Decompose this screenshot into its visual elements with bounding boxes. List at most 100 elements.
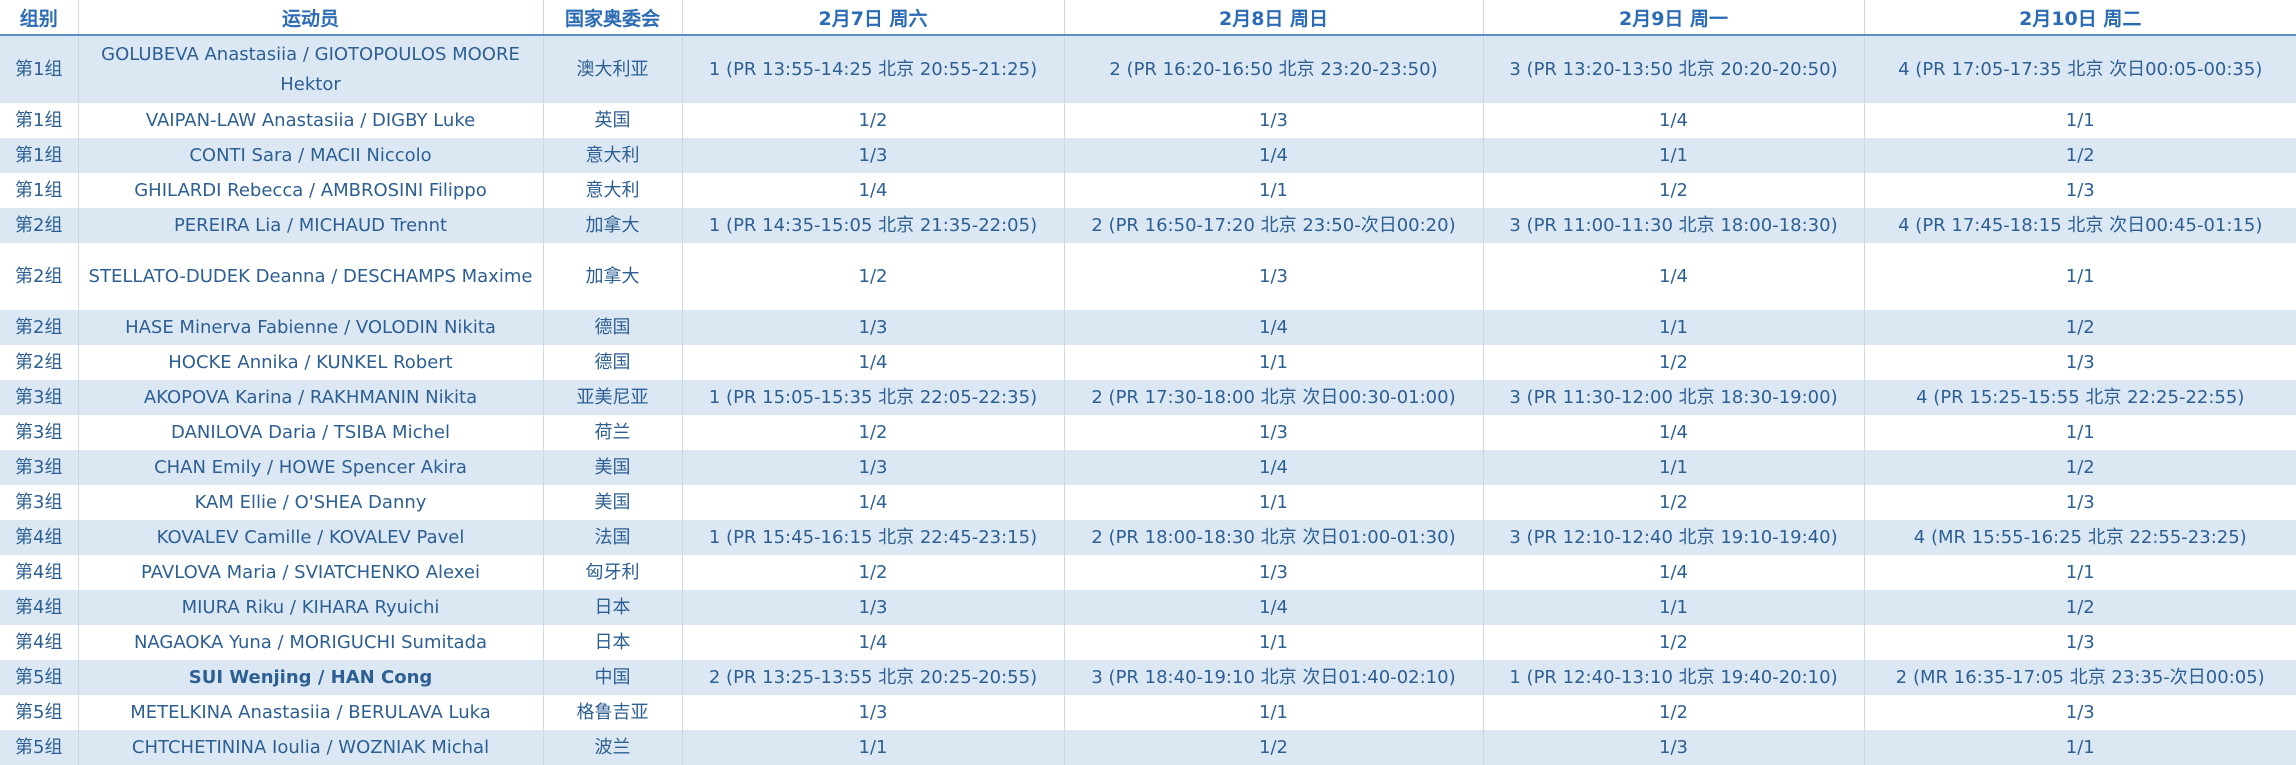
day-cell: 1/4: [681, 625, 1064, 660]
noc-cell: 澳大利亚: [542, 35, 682, 103]
day-cell: 1/1: [1063, 485, 1483, 520]
group-cell: 第3组: [0, 380, 78, 415]
athletes-cell: CONTI Sara / MACII Niccolo: [77, 138, 543, 173]
day-cell: 1/3: [681, 138, 1064, 173]
day-cell: 1/3: [681, 590, 1064, 625]
athletes-cell: PAVLOVA Maria / SVIATCHENKO Alexei: [77, 555, 543, 590]
table-row: 第2组 HOCKE Annika / KUNKEL Robert 德国 1/4 1/1 1…: [0, 345, 2296, 380]
group-cell: 第3组: [0, 450, 78, 485]
noc-cell: 匈牙利: [542, 555, 682, 590]
day-cell: 1/1: [1482, 590, 1864, 625]
noc-cell: 意大利: [542, 173, 682, 208]
day-cell: 2 (PR 17:30-18:00 北京 次日00:30-01:00): [1063, 380, 1483, 415]
day-cell: 1/4: [1482, 103, 1864, 138]
day-cell: 1 (PR 13:55-14:25 北京 20:55-21:25): [681, 35, 1064, 103]
athletes-cell: STELLATO-DUDEK Deanna / DESCHAMPS Maxime: [77, 243, 543, 310]
day-cell: 1 (PR 12:40-13:10 北京 19:40-20:10): [1482, 660, 1864, 695]
day-cell: 4 (PR 15:25-15:55 北京 22:25-22:55): [1863, 380, 2296, 415]
noc-cell: 荷兰: [542, 415, 682, 450]
day-cell: 4 (MR 15:55-16:25 北京 22:55-23:25): [1863, 520, 2296, 555]
day-cell: 1/3: [681, 310, 1064, 345]
noc-cell: 英国: [542, 103, 682, 138]
day-cell: 1/2: [1482, 485, 1864, 520]
group-cell: 第4组: [0, 520, 78, 555]
day-cell: 1/2: [681, 555, 1064, 590]
day-cell: 1/1: [1863, 415, 2296, 450]
noc-cell: 日本: [542, 590, 682, 625]
table-row: 第3组 AKOPOVA Karina / RAKHMANIN Nikita 亚美尼亚…: [0, 380, 2296, 415]
day-cell: 1/3: [1063, 555, 1483, 590]
day-cell: 1/3: [1863, 345, 2296, 380]
day-cell: 1/1: [1063, 695, 1483, 730]
table-row: 第1组 CONTI Sara / MACII Niccolo 意大利 1/3 1/4 1/…: [0, 138, 2296, 173]
athletes-cell: CHAN Emily / HOWE Spencer Akira: [77, 450, 543, 485]
table-row: 第2组 PEREIRA Lia / MICHAUD Trennt 加拿大 1 (PR …: [0, 208, 2296, 243]
day-cell: 1/4: [1482, 243, 1864, 310]
day-cell: 1/4: [1063, 138, 1483, 173]
group-cell: 第5组: [0, 660, 78, 695]
table-row: 第4组 KOVALEV Camille / KOVALEV Pavel 法国 1 (P…: [0, 520, 2296, 555]
noc-cell: 中国: [542, 660, 682, 695]
noc-cell: 意大利: [542, 138, 682, 173]
day-cell: 1/4: [681, 173, 1064, 208]
day-cell: 3 (PR 18:40-19:10 北京 次日01:40-02:10): [1063, 660, 1483, 695]
group-cell: 第2组: [15, 265, 63, 287]
group-cell: 第5组: [0, 730, 78, 765]
group-cell: 第2组: [15, 351, 63, 373]
column-header: 2月10日 周二: [1863, 0, 2296, 36]
table-row: 第5组 SUI Wenjing / HAN Cong 中国 2 (PR 13:25-1…: [0, 660, 2296, 695]
day-cell: 1/2: [1482, 625, 1864, 660]
day-cell: 1/2: [1863, 310, 2296, 345]
noc-cell: 加拿大: [542, 243, 682, 310]
day-cell: 1/3: [1063, 103, 1483, 138]
day-cell: 1/3: [681, 450, 1064, 485]
column-header: 运动员: [77, 0, 543, 36]
day-cell: 1/4: [1063, 450, 1483, 485]
noc-cell: 美国: [542, 450, 682, 485]
noc-cell: 美国: [542, 485, 682, 520]
group-cell: 第2组: [0, 208, 78, 243]
athletes-cell: KAM Ellie / O'SHEA Danny: [77, 485, 543, 520]
table-row: 第2组 STELLATO-DUDEK Deanna / DESCHAMPS Max…: [0, 243, 2296, 310]
table-body: 第1组 GOLUBEVA Anastasiia / GIOTOPOULOS MOO…: [0, 35, 2296, 765]
day-cell: 4 (PR 17:05-17:35 北京 次日00:05-00:35): [1863, 35, 2296, 103]
athletes-cell: SUI Wenjing / HAN Cong: [77, 660, 543, 695]
athletes-cell: NAGAOKA Yuna / MORIGUCHI Sumitada: [77, 625, 543, 660]
group-cell: 第1组: [0, 35, 78, 103]
day-cell: 1/1: [1482, 450, 1864, 485]
table-row: 第3组 DANILOVA Daria / TSIBA Michel 荷兰 1/2 1/3…: [0, 415, 2296, 450]
table-row: 第4组 NAGAOKA Yuna / MORIGUCHI Sumitada 日本 1/…: [0, 625, 2296, 660]
header-row: 组别 运动员 国家奥委会 2月7日 周六 2月8日 周日 2月9日 周一 2月10日 周二: [0, 0, 2296, 36]
day-cell: 1/3: [1863, 485, 2296, 520]
table-row: 第3组 CHAN Emily / HOWE Spencer Akira 美国 1/3 1…: [0, 450, 2296, 485]
column-header: 组别: [0, 0, 78, 36]
day-cell: 1/1: [1863, 103, 2296, 138]
day-cell: 2 (PR 18:00-18:30 北京 次日01:00-01:30): [1063, 520, 1483, 555]
day-cell: 1/3: [1063, 243, 1483, 310]
group-cell: 第5组: [15, 701, 63, 723]
day-cell: 1/1: [1063, 625, 1483, 660]
table-row: 第2组 HASE Minerva Fabienne / VOLODIN Nikit…: [0, 310, 2296, 345]
table-row: 第1组 GOLUBEVA Anastasiia / GIOTOPOULOS MOO…: [0, 35, 2296, 103]
day-cell: 1/1: [1063, 345, 1483, 380]
day-cell: 1/4: [681, 485, 1064, 520]
noc-cell: 亚美尼亚: [542, 380, 682, 415]
day-cell: 1/2: [1482, 173, 1864, 208]
day-cell: 1/1: [1863, 243, 2296, 310]
day-cell: 1/2: [681, 415, 1064, 450]
day-cell: 1/3: [1482, 730, 1864, 765]
day-cell: 1/4: [1482, 555, 1864, 590]
day-cell: 1/2: [681, 103, 1064, 138]
noc-cell: 法国: [542, 520, 682, 555]
group-cell: 第1组: [0, 138, 78, 173]
day-cell: 1/3: [1863, 173, 2296, 208]
day-cell: 1/2: [1063, 730, 1483, 765]
day-cell: 1 (PR 15:45-16:15 北京 22:45-23:15): [681, 520, 1064, 555]
athletes-cell: KOVALEV Camille / KOVALEV Pavel: [77, 520, 543, 555]
group-cell: 第1组: [15, 109, 63, 131]
athletes-cell: GOLUBEVA Anastasiia / GIOTOPOULOS MOORE …: [77, 35, 543, 103]
day-cell: 2 (PR 13:25-13:55 北京 20:25-20:55): [681, 660, 1064, 695]
